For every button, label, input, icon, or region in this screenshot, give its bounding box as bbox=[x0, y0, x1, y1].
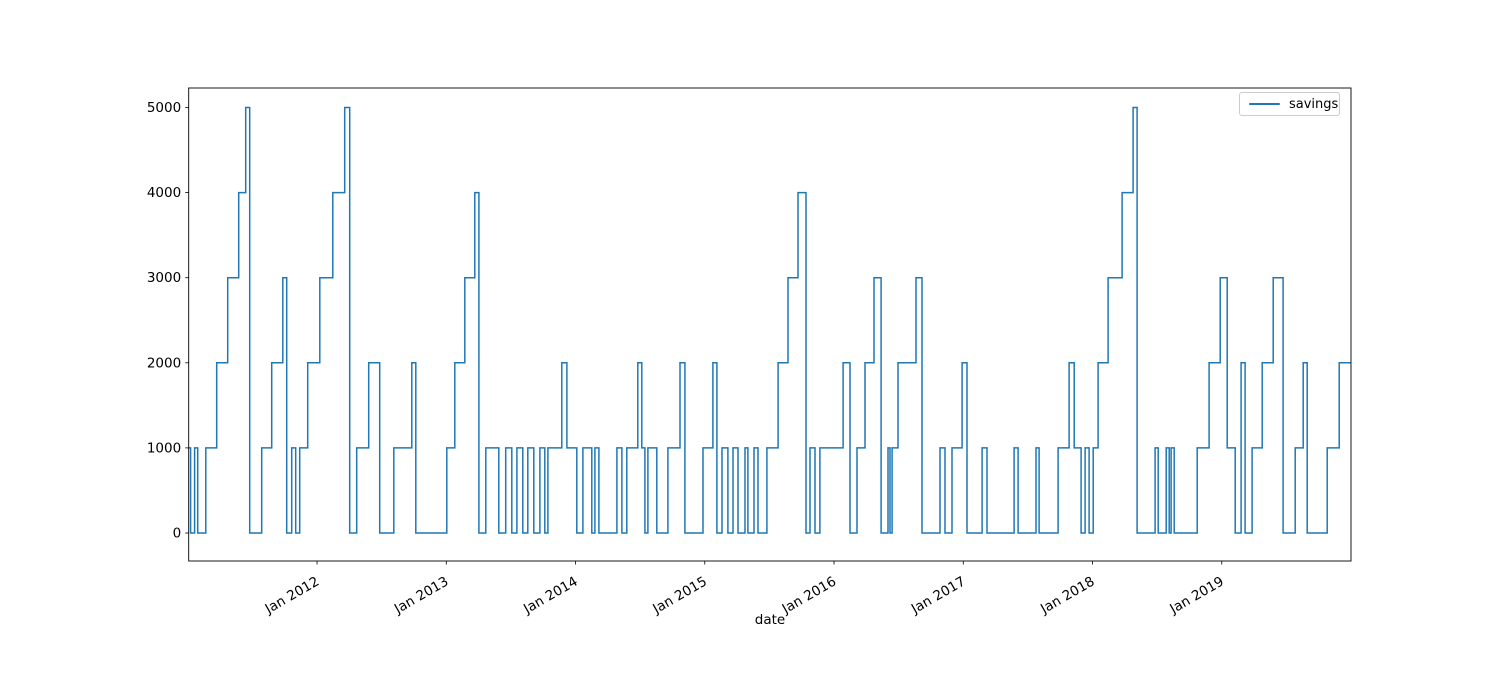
legend-label: savings bbox=[1289, 96, 1339, 112]
y-tick-label: 0 bbox=[173, 526, 182, 542]
y-tick-label: 1000 bbox=[147, 440, 181, 456]
y-tick-label: 3000 bbox=[147, 270, 181, 286]
x-axis-title: date bbox=[754, 612, 786, 628]
legend-line-icon bbox=[1249, 103, 1280, 105]
y-tick-label: 5000 bbox=[147, 100, 181, 116]
y-tick-label: 4000 bbox=[147, 185, 181, 201]
series-line-savings bbox=[188, 106, 1351, 534]
y-tick-label: 2000 bbox=[147, 355, 181, 371]
plot-border bbox=[188, 87, 1352, 562]
legend: savings bbox=[1239, 92, 1340, 116]
